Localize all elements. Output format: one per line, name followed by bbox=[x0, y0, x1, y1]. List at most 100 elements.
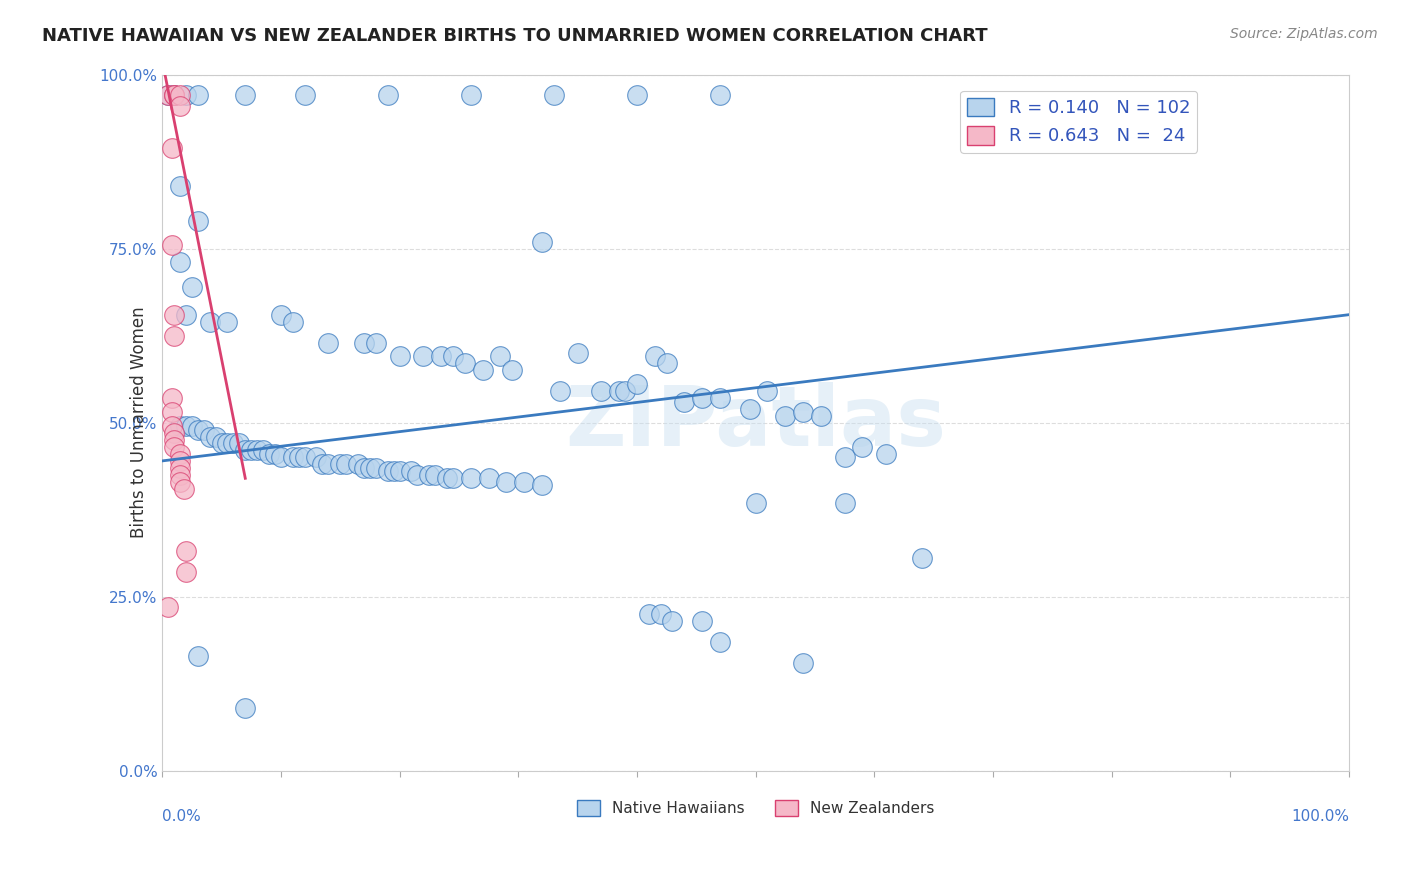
Point bbox=[673, 394, 696, 409]
Point bbox=[460, 471, 482, 485]
Point bbox=[661, 614, 683, 628]
Point bbox=[169, 88, 191, 103]
Point bbox=[834, 496, 856, 510]
Point bbox=[264, 447, 287, 461]
Point bbox=[644, 350, 666, 364]
Point bbox=[792, 656, 814, 670]
Point bbox=[756, 384, 779, 399]
Point bbox=[406, 467, 429, 482]
Point bbox=[911, 551, 934, 566]
Point bbox=[187, 88, 209, 103]
Point bbox=[548, 384, 571, 399]
Point bbox=[591, 384, 613, 399]
Point bbox=[281, 315, 304, 329]
Point bbox=[169, 454, 191, 468]
Point bbox=[626, 88, 648, 103]
Point bbox=[294, 88, 316, 103]
Point bbox=[744, 496, 766, 510]
Point bbox=[174, 88, 197, 103]
Point bbox=[270, 450, 292, 465]
Point bbox=[233, 701, 256, 715]
Point bbox=[388, 350, 411, 364]
Point bbox=[233, 443, 256, 458]
Point bbox=[157, 88, 180, 103]
Point bbox=[650, 607, 672, 621]
Point bbox=[477, 471, 499, 485]
Point bbox=[157, 600, 180, 615]
Point bbox=[364, 335, 387, 350]
Point bbox=[401, 464, 423, 478]
Point bbox=[436, 471, 458, 485]
Text: 0.0%: 0.0% bbox=[162, 809, 201, 824]
Point bbox=[198, 315, 221, 329]
Legend: Native Hawaiians, New Zealanders: Native Hawaiians, New Zealanders bbox=[571, 794, 941, 822]
Point bbox=[204, 429, 226, 443]
Point bbox=[169, 99, 191, 113]
Point bbox=[441, 471, 464, 485]
Point bbox=[163, 88, 186, 103]
Point bbox=[163, 308, 186, 322]
Point bbox=[353, 461, 375, 475]
Point bbox=[294, 450, 316, 465]
Point bbox=[287, 450, 309, 465]
Point bbox=[193, 423, 215, 437]
Point bbox=[364, 461, 387, 475]
Point bbox=[626, 377, 648, 392]
Point bbox=[423, 467, 446, 482]
Point bbox=[163, 328, 186, 343]
Point bbox=[160, 405, 183, 419]
Point bbox=[471, 363, 494, 377]
Point bbox=[160, 238, 183, 252]
Point bbox=[169, 255, 191, 269]
Point bbox=[174, 544, 197, 558]
Point bbox=[160, 391, 183, 405]
Point bbox=[655, 356, 678, 370]
Y-axis label: Births to Unmarried Women: Births to Unmarried Women bbox=[131, 307, 148, 539]
Point bbox=[329, 458, 352, 472]
Point bbox=[738, 401, 761, 416]
Point bbox=[174, 308, 197, 322]
Point bbox=[240, 443, 263, 458]
Point bbox=[257, 447, 280, 461]
Point bbox=[530, 478, 553, 492]
Point bbox=[270, 308, 292, 322]
Point bbox=[567, 346, 589, 360]
Point bbox=[169, 447, 191, 461]
Point bbox=[180, 419, 202, 434]
Point bbox=[709, 391, 731, 405]
Text: Source: ZipAtlas.com: Source: ZipAtlas.com bbox=[1230, 27, 1378, 41]
Point bbox=[163, 88, 186, 103]
Point bbox=[217, 315, 239, 329]
Point bbox=[353, 335, 375, 350]
Point bbox=[246, 443, 269, 458]
Point bbox=[163, 440, 186, 454]
Text: NATIVE HAWAIIAN VS NEW ZEALANDER BIRTHS TO UNMARRIED WOMEN CORRELATION CHART: NATIVE HAWAIIAN VS NEW ZEALANDER BIRTHS … bbox=[42, 27, 988, 45]
Point bbox=[851, 440, 873, 454]
Point bbox=[305, 450, 328, 465]
Point bbox=[495, 475, 517, 489]
Point bbox=[418, 467, 440, 482]
Point bbox=[335, 458, 357, 472]
Point bbox=[169, 467, 191, 482]
Point bbox=[709, 635, 731, 649]
Point bbox=[709, 88, 731, 103]
Point bbox=[160, 140, 183, 154]
Point bbox=[169, 461, 191, 475]
Point bbox=[430, 350, 453, 364]
Point bbox=[311, 458, 333, 472]
Point bbox=[233, 88, 256, 103]
Point bbox=[501, 363, 523, 377]
Point bbox=[773, 409, 796, 423]
Point bbox=[222, 436, 245, 450]
Point bbox=[359, 461, 381, 475]
Point bbox=[163, 425, 186, 440]
Point bbox=[412, 350, 434, 364]
Point bbox=[217, 436, 239, 450]
Point bbox=[252, 443, 274, 458]
Point bbox=[834, 450, 856, 465]
Point bbox=[211, 436, 233, 450]
Point bbox=[173, 482, 195, 496]
Point bbox=[513, 475, 536, 489]
Point bbox=[637, 607, 659, 621]
Point bbox=[163, 88, 186, 103]
